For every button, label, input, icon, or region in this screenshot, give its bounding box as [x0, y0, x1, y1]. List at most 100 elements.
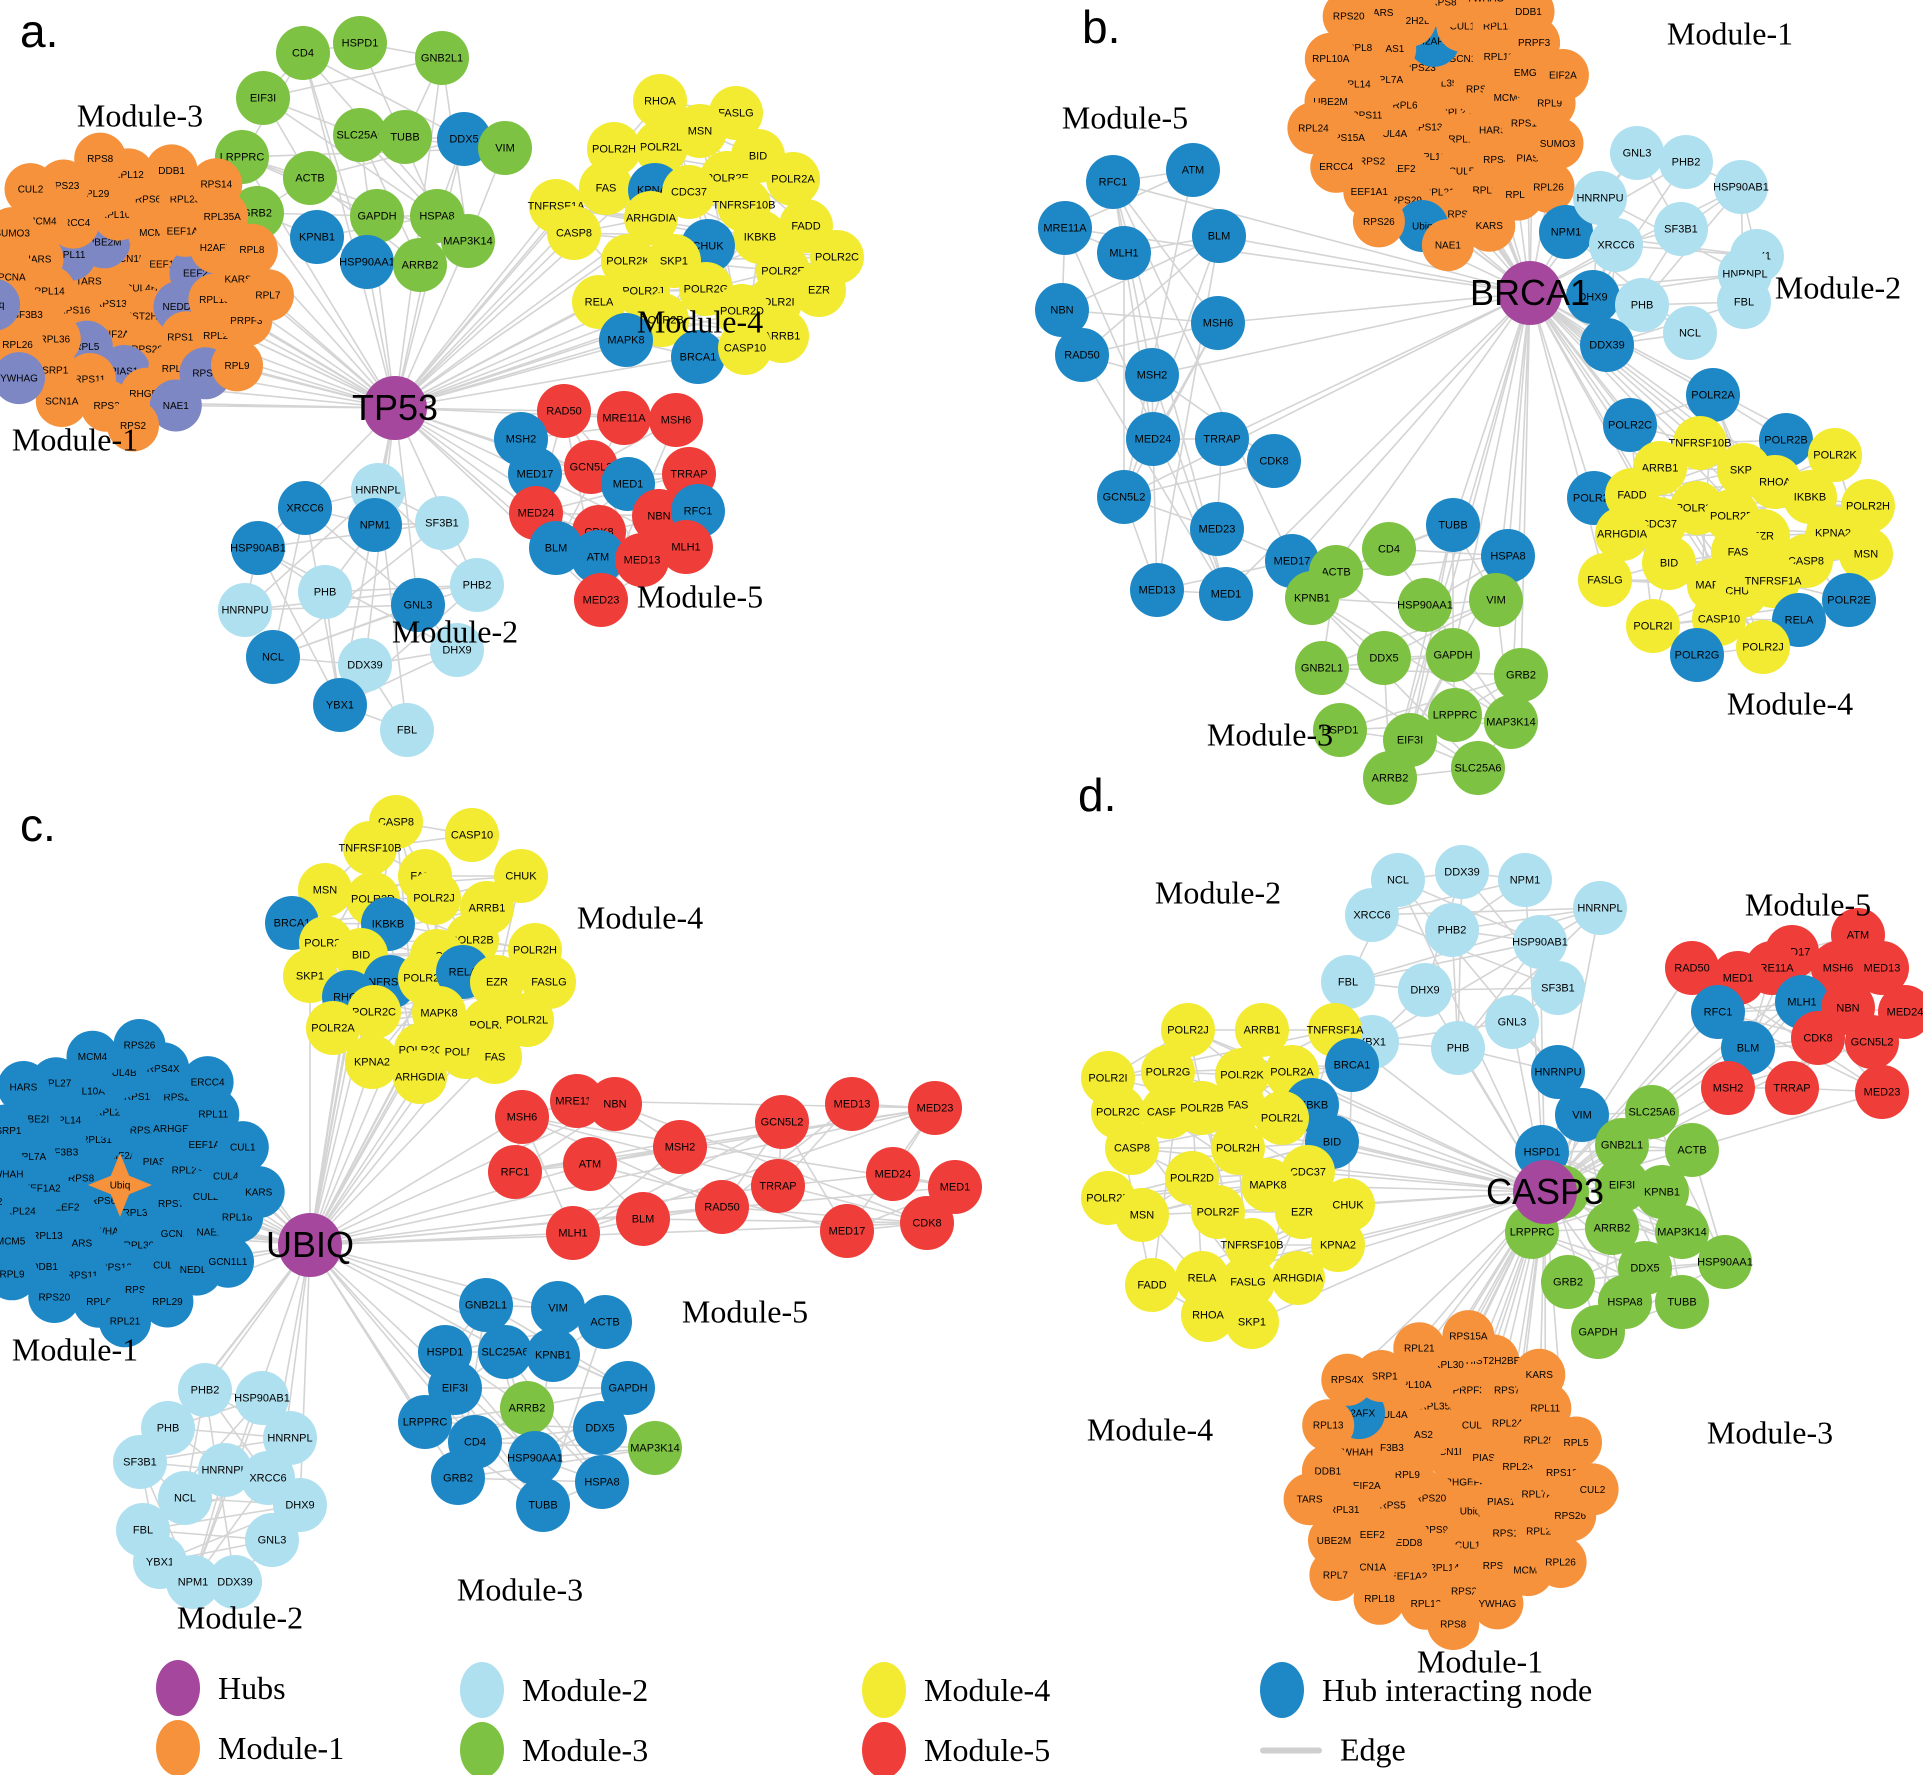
node-KARS[interactable]: KARS	[1513, 1348, 1566, 1401]
node-KPNB1[interactable]: KPNB1	[1635, 1165, 1689, 1219]
node-MAP3K14[interactable]: MAP3K14	[1484, 695, 1538, 749]
node-SSRP1[interactable]: SSRP1	[0, 1104, 32, 1157]
node-CDK8[interactable]: CDK8	[1247, 434, 1301, 488]
node-FADD[interactable]: FADD	[1125, 1258, 1179, 1312]
node-NCL[interactable]: NCL	[158, 1471, 212, 1525]
node-MED13[interactable]: MED13	[1855, 941, 1909, 995]
node-NPM1[interactable]: NPM1	[1539, 205, 1593, 259]
node-CASP8[interactable]: CASP8	[1105, 1121, 1159, 1175]
node-RPL13[interactable]: RPL13	[1302, 1399, 1355, 1452]
node-POLR2A[interactable]: POLR2A	[306, 1001, 360, 1055]
node-BRCA1[interactable]: BRCA1	[1325, 1038, 1379, 1092]
node-HNRNPU[interactable]: HNRNPU	[1531, 1045, 1585, 1099]
node-CASP8[interactable]: CASP8	[547, 206, 601, 260]
node-SF3B1[interactable]: SF3B1	[415, 496, 469, 550]
node-YBX1[interactable]: YBX1	[313, 678, 367, 732]
node-NCL[interactable]: NCL	[1663, 306, 1717, 360]
node-SF3B1[interactable]: SF3B1	[1531, 961, 1585, 1015]
hub-UBIQ[interactable]: UBIQ	[266, 1213, 354, 1277]
node-RPL7[interactable]: RPL7	[241, 269, 294, 322]
node-SF3B1[interactable]: SF3B1	[1654, 202, 1708, 256]
node-RPS26[interactable]: RPS26	[113, 1019, 166, 1071]
node-MSH2[interactable]: MSH2	[1701, 1061, 1755, 1115]
node-RPS14[interactable]: RPS14	[190, 158, 243, 211]
node-ATM[interactable]: ATM	[571, 530, 625, 584]
node-HSPD1[interactable]: HSPD1	[1313, 703, 1367, 757]
node-DHX9[interactable]: DHX9	[1566, 270, 1620, 324]
node-GCN5L2[interactable]: GCN5L2	[1097, 470, 1151, 524]
node-POLR2L[interactable]: POLR2L	[1255, 1091, 1309, 1145]
node-GCN1L1[interactable]: GCN1L1	[202, 1235, 254, 1288]
node-RPS8[interactable]: RPS8	[1427, 1598, 1480, 1650]
node-LRPPRC[interactable]: LRPPRC	[398, 1395, 452, 1449]
node-NAE1[interactable]: NAE1	[1421, 219, 1474, 272]
node-POLR2J[interactable]: POLR2J	[1161, 1003, 1215, 1057]
node-EIF3I[interactable]: EIF3I	[236, 71, 290, 125]
node-ARRB2[interactable]: ARRB2	[500, 1381, 554, 1435]
node-BLM[interactable]: BLM	[1192, 209, 1246, 263]
node-EZR[interactable]: EZR	[792, 263, 846, 317]
node-CASP10[interactable]: CASP10	[718, 321, 772, 375]
node-CUL2[interactable]: CUL2	[4, 163, 57, 216]
node-RPL21[interactable]: RPL21	[1393, 1322, 1446, 1375]
node-RHOA[interactable]: RHOA	[633, 74, 687, 128]
node-POLR2C[interactable]: POLR2C	[347, 985, 401, 1039]
node-KPNB1[interactable]: KPNB1	[290, 210, 344, 264]
node-FAS[interactable]: FAS	[579, 161, 633, 215]
node-DHX9[interactable]: DHX9	[430, 623, 484, 677]
node-MED24[interactable]: MED24	[1126, 412, 1180, 466]
node-FAS[interactable]: FAS	[468, 1030, 522, 1084]
node-PHB2[interactable]: PHB2	[450, 558, 504, 612]
node-VIM[interactable]: VIM	[531, 1281, 585, 1335]
node-EIF3I[interactable]: EIF3I	[1595, 1158, 1649, 1212]
node-ARHGDIA[interactable]: ARHGDIA	[393, 1050, 447, 1104]
node-MAPK8[interactable]: MAPK8	[599, 313, 653, 367]
node-POLR2I[interactable]: POLR2I	[1626, 599, 1680, 653]
node-KPNB1[interactable]: KPNB1	[1285, 571, 1339, 625]
node-ATM[interactable]: ATM	[563, 1137, 617, 1191]
node-XRCC6[interactable]: XRCC6	[1345, 888, 1399, 942]
node-DDX39[interactable]: DDX39	[1435, 845, 1489, 899]
node-MSH2[interactable]: MSH2	[653, 1120, 707, 1174]
node-GRB2[interactable]: GRB2	[1541, 1255, 1595, 1309]
node-HSP90AB1[interactable]: HSP90AB1	[1512, 915, 1568, 969]
node-VIM[interactable]: VIM	[1469, 573, 1523, 627]
node-MLH1[interactable]: MLH1	[659, 520, 713, 574]
node-HSPA8[interactable]: HSPA8	[575, 1455, 629, 1509]
node-LRPPRC[interactable]: LRPPRC	[1428, 688, 1482, 742]
node-GAPDH[interactable]: GAPDH	[1571, 1305, 1625, 1359]
node-BLM[interactable]: BLM	[616, 1192, 670, 1246]
node-HSP90AA1[interactable]: HSP90AA1	[1697, 1235, 1753, 1289]
node-EZR[interactable]: EZR	[1275, 1185, 1329, 1239]
node-POLR2A[interactable]: POLR2A	[766, 152, 820, 206]
node-POLR2A[interactable]: POLR2A	[1686, 368, 1740, 422]
node-MED13[interactable]: MED13	[615, 533, 669, 587]
node-MED23[interactable]: MED23	[1855, 1065, 1909, 1119]
node-RFC1[interactable]: RFC1	[488, 1145, 542, 1199]
node-TNFRSF10B[interactable]: TNFRSF10B	[339, 821, 402, 875]
node-MED1[interactable]: MED1	[1199, 567, 1253, 621]
node-FBL[interactable]: FBL	[1321, 955, 1375, 1009]
node-RELA[interactable]: RELA	[572, 275, 626, 329]
node-HNRNPU[interactable]: HNRNPU	[218, 583, 272, 637]
node-TNFRSF1A[interactable]: TNFRSF1A	[1745, 554, 1803, 608]
node-Ubiq[interactable]: Ubiq	[0, 279, 21, 331]
node-RPS8[interactable]: RPS8	[74, 132, 127, 185]
node-RPS20[interactable]: RPS20	[28, 1271, 81, 1323]
node-HSP90AA1[interactable]: HSP90AA1	[339, 235, 395, 289]
node-HSPD1[interactable]: HSPD1	[333, 16, 387, 70]
node-GNB2L1[interactable]: GNB2L1	[1295, 641, 1349, 695]
node-FBL[interactable]: FBL	[380, 703, 434, 757]
node-POLR2K[interactable]: POLR2K	[1808, 428, 1862, 482]
node-RAD50[interactable]: RAD50	[1665, 941, 1719, 995]
node-FASLG[interactable]: FASLG	[1578, 553, 1632, 607]
node-POLR2H[interactable]: POLR2H	[1211, 1121, 1265, 1175]
node-PHB2[interactable]: PHB2	[1659, 135, 1713, 189]
node-HNRNPL[interactable]: HNRNPL	[263, 1411, 317, 1465]
node-MED13[interactable]: MED13	[825, 1077, 879, 1131]
node-NBN[interactable]: NBN	[588, 1077, 642, 1131]
node-TRRAP[interactable]: TRRAP	[1195, 412, 1249, 466]
node-GCN5L2[interactable]: GCN5L2	[755, 1095, 809, 1149]
node-RPL7[interactable]: RPL7	[1309, 1549, 1362, 1601]
node-CDK8[interactable]: CDK8	[900, 1196, 954, 1250]
